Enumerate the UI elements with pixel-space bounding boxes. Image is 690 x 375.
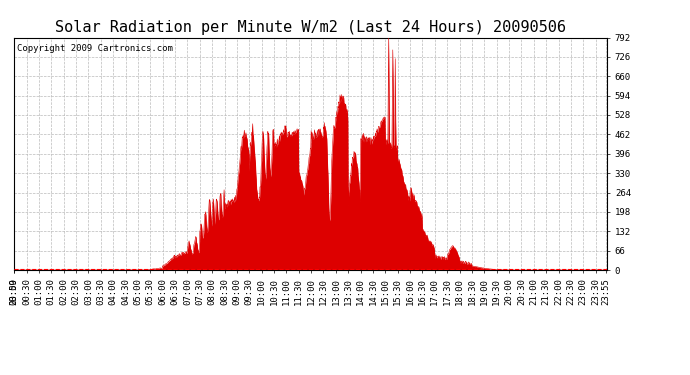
Title: Solar Radiation per Minute W/m2 (Last 24 Hours) 20090506: Solar Radiation per Minute W/m2 (Last 24… (55, 20, 566, 35)
Text: Copyright 2009 Cartronics.com: Copyright 2009 Cartronics.com (17, 45, 172, 54)
